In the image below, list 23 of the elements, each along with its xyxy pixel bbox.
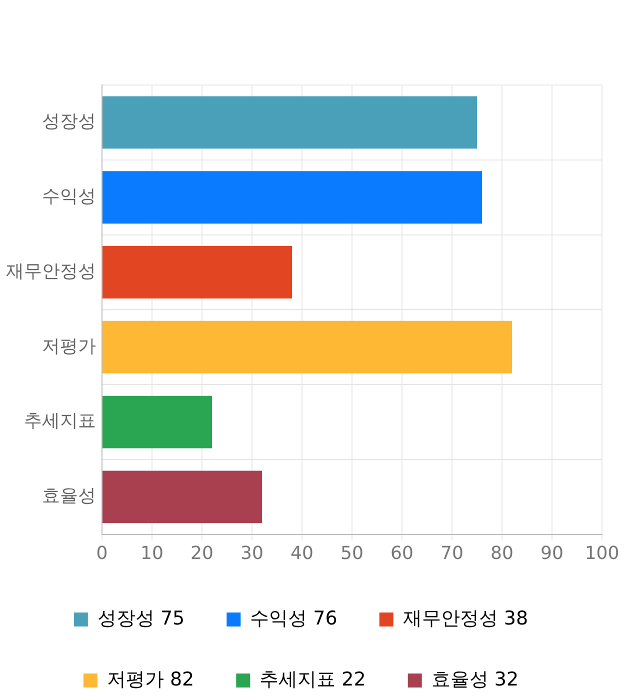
x-tick-label: 80 <box>490 542 514 564</box>
x-tick-label: 40 <box>290 542 314 564</box>
x-tick-label: 60 <box>390 542 414 564</box>
legend-label: 성장성 75 <box>97 607 185 630</box>
x-tick-label: 70 <box>440 542 464 564</box>
y-tick-label: 재무안정성 <box>6 260 96 282</box>
x-tick-label: 30 <box>240 542 264 564</box>
legend-label: 추세지표 22 <box>260 668 366 690</box>
legend-label: 재무안정성 38 <box>402 607 528 630</box>
legend-label: 수익성 76 <box>250 607 338 630</box>
y-tick-label: 수익성 <box>42 186 96 208</box>
x-tick-label: 20 <box>190 542 214 564</box>
y-tick-label: 저평가 <box>42 336 96 357</box>
y-tick-label: 효율성 <box>42 486 96 507</box>
legend-label: 저평가 82 <box>106 668 194 690</box>
x-tick-label: 50 <box>340 542 364 564</box>
legend-label: 효율성 32 <box>431 668 519 690</box>
y-tick-label: 성장성 <box>42 111 96 132</box>
x-tick-label: 0 <box>96 542 108 564</box>
x-tick-label: 100 <box>584 542 620 564</box>
y-tick-label: 추세지표 <box>24 410 96 432</box>
x-tick-label: 10 <box>140 542 164 564</box>
x-tick-label: 90 <box>540 542 564 564</box>
